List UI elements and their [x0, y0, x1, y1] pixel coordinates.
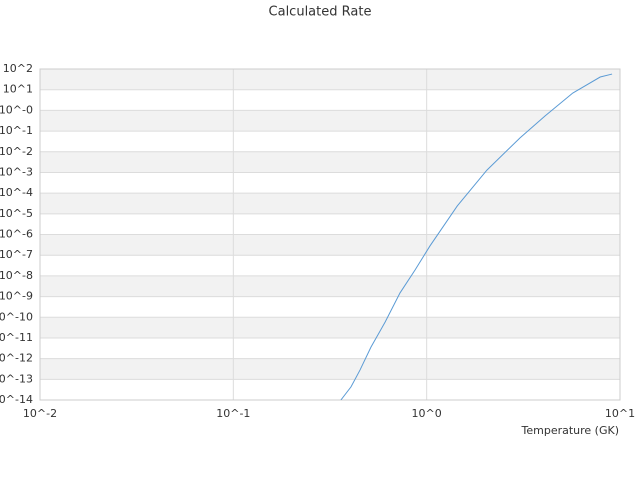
y-tick-label: 10^-6: [0, 228, 33, 241]
grid-band: [40, 151, 620, 173]
data-line: [340, 73, 613, 400]
x-tick-label: 10^-2: [23, 407, 57, 420]
grid-band: [40, 317, 620, 338]
y-tick-label: 10^-4: [0, 186, 33, 199]
x-tick-label: 10^1: [605, 407, 635, 420]
y-tick-label: 10^-3: [0, 165, 33, 178]
y-tick-label: 10^-1: [0, 124, 33, 137]
y-tick-label: 10^1: [3, 83, 33, 96]
y-tick-label: 10^-8: [0, 269, 33, 282]
y-tick-label: 10^-9: [0, 290, 33, 303]
y-tick-label: 10^-10: [0, 310, 33, 323]
chart-title: Calculated Rate: [269, 5, 372, 20]
y-tick-label: 10^-12: [0, 352, 33, 365]
grid-band: [40, 275, 620, 297]
y-tick-label: 10^-7: [0, 248, 33, 261]
x-tick-label: 10^0: [412, 407, 442, 420]
grid-band: [40, 110, 620, 132]
grid-band: [40, 358, 620, 380]
y-tick-label: 10^-11: [0, 331, 33, 344]
y-tick-label: 10^-13: [0, 372, 33, 385]
plot-border: [39, 68, 621, 401]
grid-band: [40, 234, 620, 256]
y-tick-label: 10^-5: [0, 207, 33, 220]
grid-band: [40, 69, 620, 90]
y-tick-label: 10^2: [3, 62, 33, 75]
y-tick-label: 10^-0: [0, 103, 33, 116]
x-tick-label: 10^-1: [216, 407, 250, 420]
x-axis-label: Temperature (GK): [521, 424, 620, 437]
grid-band: [40, 193, 620, 214]
y-tick-label: 10^-2: [0, 145, 33, 158]
y-tick-label: 10^-14: [0, 393, 33, 406]
